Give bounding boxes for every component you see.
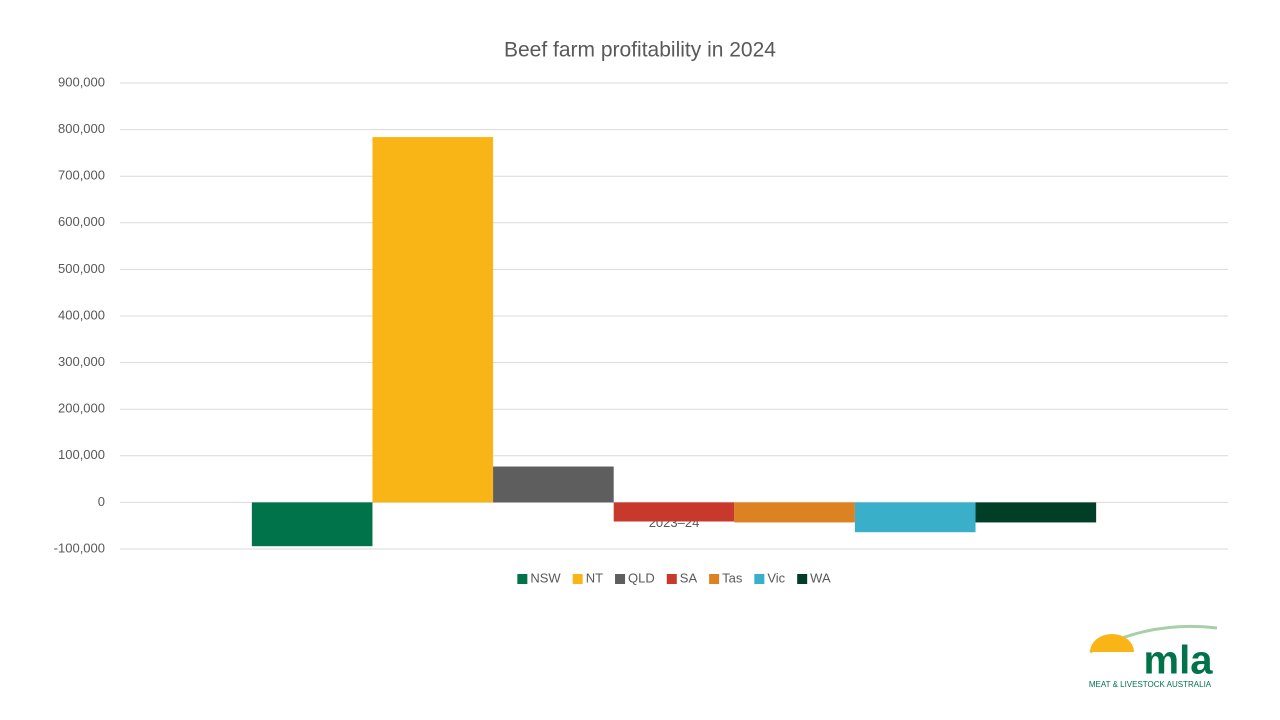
y-tick-label: 700,000 (58, 168, 105, 183)
legend: NSW NT QLD SA Tas Vic WA (517, 570, 831, 585)
y-tick-label: 900,000 (58, 74, 105, 89)
legend-label: Tas (722, 570, 743, 585)
legend-swatch (615, 574, 626, 584)
legend-label: SA (680, 570, 698, 585)
bar (372, 137, 494, 503)
bar (251, 502, 373, 547)
logo: mla MEAT & LIVESTOCK AUSTRALIA (1089, 624, 1218, 689)
y-tick-label: 400,000 (58, 307, 105, 322)
bar (613, 502, 735, 522)
legend-swatch (754, 574, 765, 584)
bar (854, 502, 976, 533)
bar (734, 502, 855, 523)
y-tick-label: 200,000 (58, 401, 105, 416)
y-tick-label: -100,000 (54, 540, 105, 555)
legend-label: Vic (767, 570, 785, 585)
legend-swatch (666, 574, 677, 584)
legend-label: WA (810, 570, 831, 585)
legend-label: QLD (628, 570, 655, 585)
logo-sun (1090, 634, 1134, 652)
y-tick-label: 100,000 (58, 447, 105, 462)
bar (975, 502, 1097, 523)
y-tick-label: 300,000 (58, 354, 105, 369)
legend-label: NT (586, 570, 603, 585)
y-tick-label: 0 (98, 494, 105, 509)
legend-swatch (517, 574, 528, 584)
y-tick-label: 500,000 (58, 261, 105, 276)
chart-title: Beef farm profitability in 2024 (504, 39, 776, 62)
legend-swatch (797, 574, 808, 584)
legend-label: NSW (530, 570, 561, 585)
bar (493, 466, 614, 503)
legend-swatch (572, 574, 583, 584)
legend-swatch (709, 574, 720, 584)
y-tick-label: 600,000 (58, 214, 105, 229)
logo-wordmark: mla (1144, 639, 1214, 683)
logo-tagline: MEAT & LIVESTOCK AUSTRALIA (1089, 680, 1212, 689)
y-tick-label: 800,000 (58, 121, 105, 136)
